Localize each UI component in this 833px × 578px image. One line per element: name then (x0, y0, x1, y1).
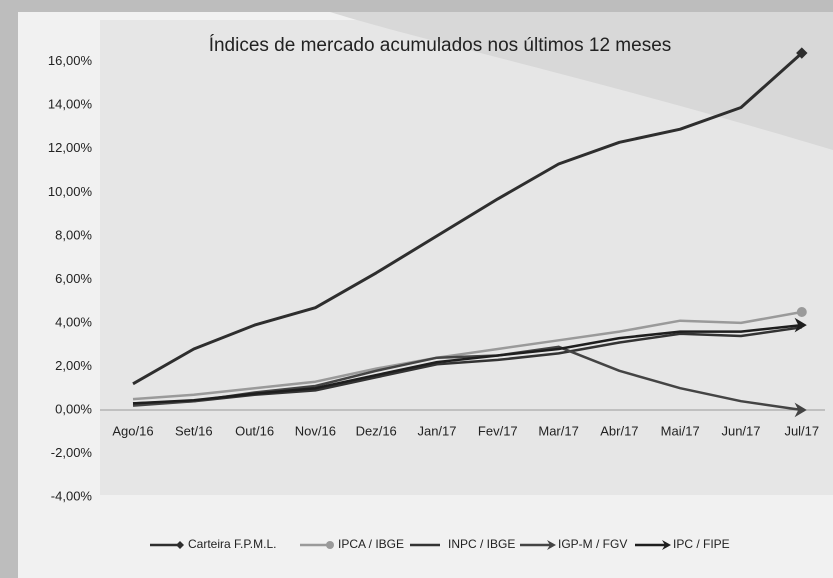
y-tick-label: -4,00% (51, 488, 93, 503)
x-tick-label: Fev/17 (478, 423, 518, 438)
background-shape (330, 12, 833, 150)
legend-label: Carteira F.P.M.L. (188, 537, 276, 551)
legend-marker (547, 540, 556, 550)
legend-label: INPC / IBGE (448, 537, 515, 551)
series-line (132, 310, 803, 401)
point-marker (794, 317, 807, 333)
y-tick-label: 2,00% (55, 358, 92, 373)
legend-label: IPC / FIPE (673, 537, 730, 551)
legend-marker (176, 541, 184, 549)
x-tick-label: Jan/17 (417, 423, 456, 438)
legend-marker (326, 541, 334, 549)
y-tick-label: 12,00% (48, 140, 93, 155)
y-tick-label: -2,00% (51, 445, 93, 460)
series-line (132, 323, 802, 405)
chart-title: Índices de mercado acumulados nos último… (209, 35, 672, 56)
series-line (132, 51, 803, 386)
x-tick-label: Abr/17 (600, 423, 638, 438)
y-tick-label: 4,00% (55, 314, 92, 329)
y-tick-label: 6,00% (55, 271, 92, 286)
y-tick-label: 8,00% (55, 227, 92, 242)
point-marker (796, 47, 808, 59)
x-tick-label: Ago/16 (112, 423, 153, 438)
y-tick-label: 10,00% (48, 184, 93, 199)
x-tick-label: Set/16 (175, 423, 213, 438)
x-tick-label: Out/16 (235, 423, 274, 438)
legend-marker (662, 540, 671, 550)
x-tick-label: Mai/17 (661, 423, 700, 438)
y-tick-label: 14,00% (48, 97, 93, 112)
x-tick-label: Jun/17 (721, 423, 760, 438)
point-marker (794, 402, 807, 418)
x-tick-label: Nov/16 (295, 423, 336, 438)
y-tick-label: 16,00% (48, 53, 93, 68)
x-tick-label: Dez/16 (356, 423, 397, 438)
point-marker (796, 307, 807, 318)
x-tick-label: Mar/17 (538, 423, 578, 438)
x-tick-label: Jul/17 (784, 423, 819, 438)
legend-label: IGP-M / FGV (558, 537, 627, 551)
legend-label: IPCA / IBGE (338, 537, 404, 551)
y-tick-label: 0,00% (55, 401, 92, 416)
